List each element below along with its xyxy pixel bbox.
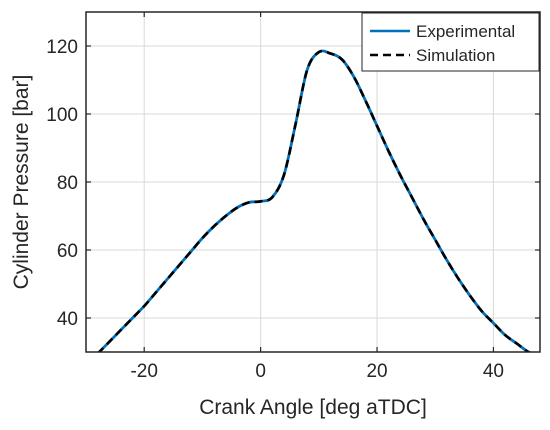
x-tick-label: 20 xyxy=(366,361,387,382)
series-line-simulation xyxy=(97,49,532,352)
series-layer xyxy=(97,49,533,352)
y-tick-label: 60 xyxy=(57,241,78,262)
x-tick-label: -20 xyxy=(130,361,157,382)
x-tick-label: 0 xyxy=(255,361,266,382)
y-tick-label: 120 xyxy=(46,37,78,58)
ticks: -20 0 20 40 40 60 80 100 120 xyxy=(46,12,540,382)
legend-label-simulation: Simulation xyxy=(416,46,495,65)
legend: Experimental Simulation xyxy=(361,12,540,72)
x-tick-label: 40 xyxy=(483,361,504,382)
y-tick-label: 40 xyxy=(57,309,78,330)
legend-label-experimental: Experimental xyxy=(416,22,515,41)
x-axis-label: Crank Angle [deg aTDC] xyxy=(199,396,427,419)
y-axis-label: Cylinder Pressure [bar] xyxy=(10,75,33,290)
legend-box xyxy=(361,12,540,72)
y-tick-label: 80 xyxy=(57,173,78,194)
y-tick-label: 100 xyxy=(46,105,78,126)
